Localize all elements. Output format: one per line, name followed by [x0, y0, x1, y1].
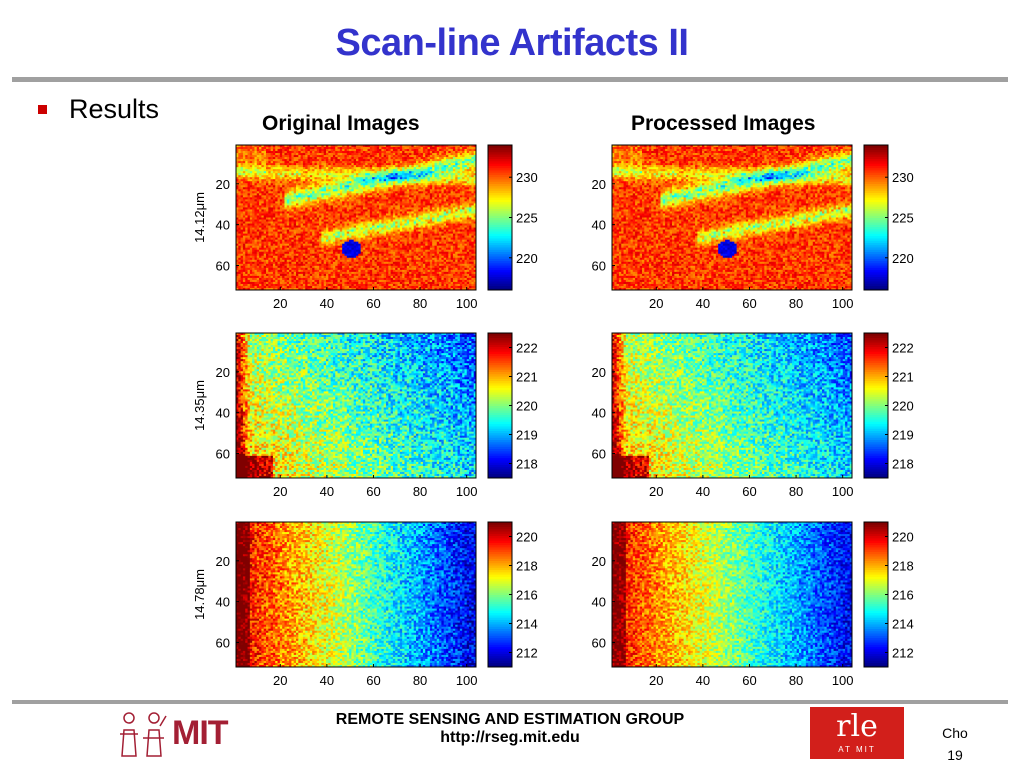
heatmap-panel-1-original: 20 40 60 80 10020406014.12μm230225220 [192, 145, 538, 311]
heatmap-figures: 20 40 60 80 10020406014.12μm23022522020 40 60 8… [0, 0, 1024, 700]
